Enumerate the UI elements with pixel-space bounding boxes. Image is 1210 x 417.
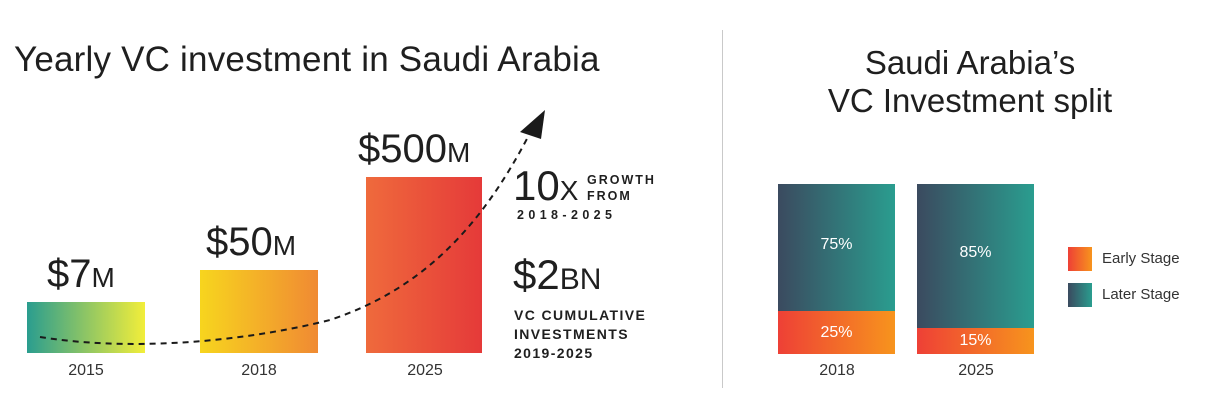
split-column-2025: 85% 15% (917, 184, 1034, 354)
x-tick-2015: 2015 (68, 362, 104, 379)
split-column-2018: 75% 25% (778, 184, 895, 354)
label-later-stage-2025: 85% (959, 244, 992, 261)
left-chart-title: Yearly VC investment in Saudi Arabia (14, 40, 600, 79)
growth-multiple-suffix: X (559, 175, 579, 206)
bar-2025 (366, 177, 482, 353)
x-tick-2018: 2018 (241, 362, 277, 379)
value-label-2025: $500M (358, 129, 470, 173)
chart-divider (722, 30, 723, 388)
growth-range: 2018-2025 (517, 208, 617, 222)
value-main-2015: $7 (47, 252, 92, 296)
value-suffix-2015: M (91, 262, 115, 293)
segment-early-stage-2018: 25% (778, 311, 895, 354)
right-chart-title: Saudi Arabia’s VC Investment split (770, 44, 1170, 120)
cumulative-caption: VC CUMULATIVE INVESTMENTS 2019-2025 (514, 306, 646, 363)
growth-caption-line2: FROM (587, 189, 632, 203)
value-main-2018: $50 (206, 220, 273, 264)
growth-caption: GROWTH FROM (587, 172, 656, 204)
right-title-line2: VC Investment split (827, 82, 1113, 119)
value-label-2015: $7M (47, 254, 115, 298)
cumulative-caption-line3: 2019-2025 (514, 345, 594, 361)
bar-2015 (27, 302, 145, 353)
cumulative-amount-number: $2 (513, 251, 560, 298)
value-suffix-2018: M (272, 230, 297, 261)
segment-later-stage-2025: 85% (917, 184, 1034, 328)
x-tick-2025: 2025 (407, 362, 443, 379)
legend-swatch-early-stage (1068, 247, 1092, 271)
split-x-tick-2018: 2018 (819, 362, 855, 379)
split-x-tick-2025: 2025 (958, 362, 994, 379)
cumulative-caption-line2: INVESTMENTS (514, 326, 629, 342)
label-later-stage-2018: 75% (820, 236, 853, 253)
label-early-stage-2025: 15% (959, 332, 992, 349)
cumulative-amount-suffix: BN (559, 263, 602, 296)
segment-early-stage-2025: 15% (917, 328, 1034, 354)
trend-arrowhead (520, 110, 545, 139)
trend-arrow-line (39, 132, 531, 345)
segment-later-stage-2018: 75% (778, 184, 895, 311)
value-suffix-2025: M (446, 137, 471, 168)
cumulative-amount: $2BN (513, 254, 601, 301)
label-early-stage-2018: 25% (820, 324, 853, 341)
value-main-2025: $500 (358, 127, 447, 171)
growth-caption-line1: GROWTH (587, 173, 656, 187)
growth-multiple: 10X (513, 165, 578, 212)
value-label-2018: $50M (206, 222, 296, 266)
legend-label-later-stage: Later Stage (1102, 286, 1180, 303)
growth-multiple-number: 10 (513, 162, 560, 209)
legend-label-early-stage: Early Stage (1102, 250, 1180, 267)
right-title-line1: Saudi Arabia’s (864, 44, 1076, 81)
legend-swatch-later-stage (1068, 283, 1092, 307)
cumulative-caption-line1: VC CUMULATIVE (514, 307, 647, 323)
